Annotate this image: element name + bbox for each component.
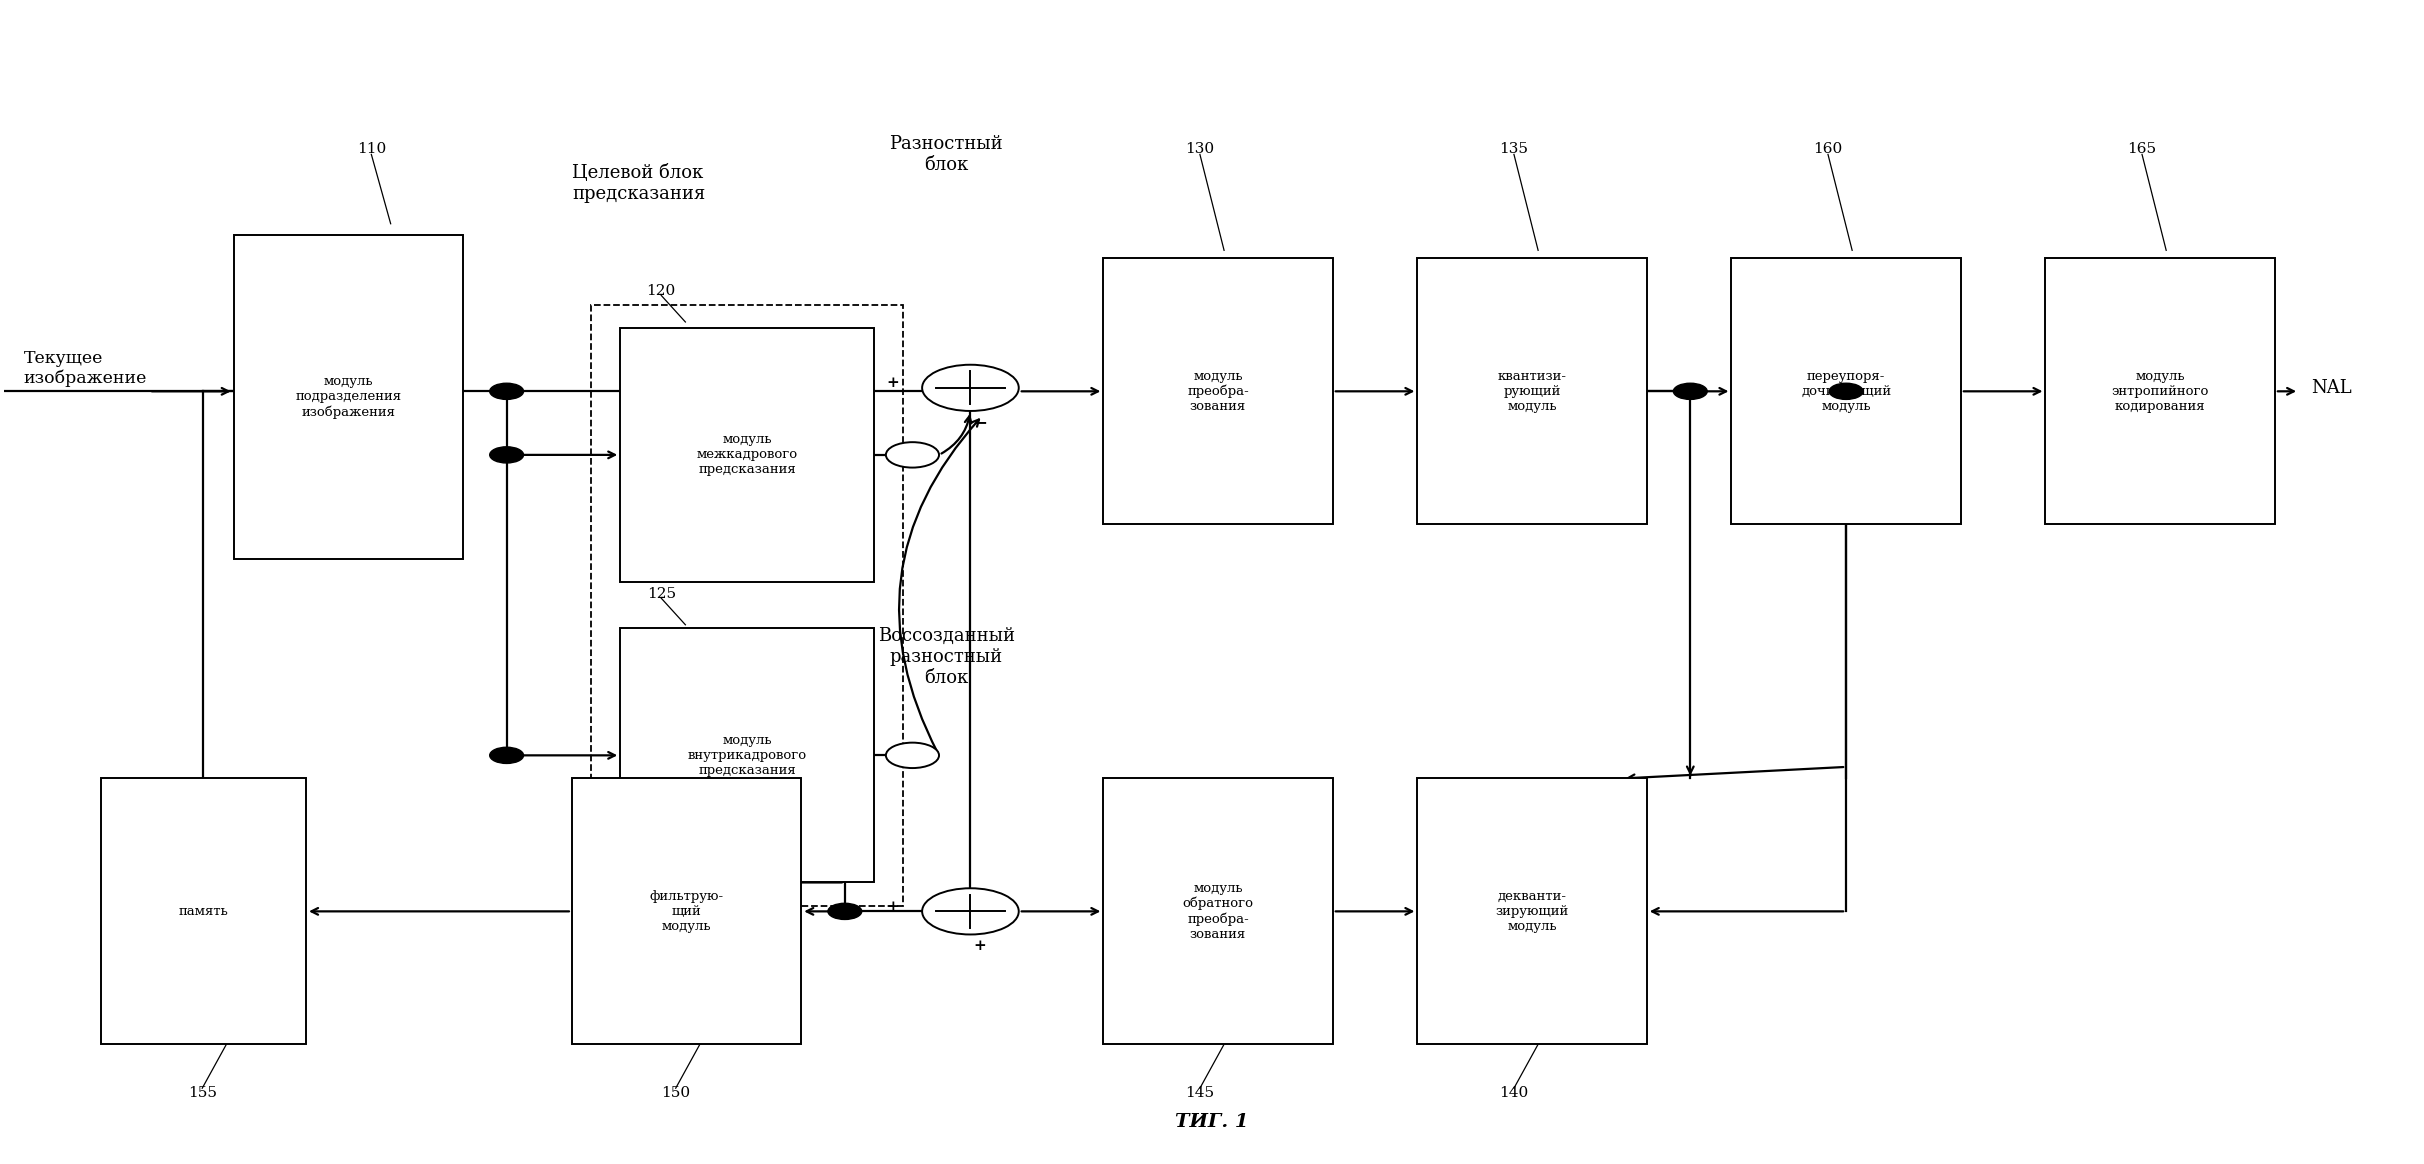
Circle shape bbox=[829, 903, 861, 920]
FancyBboxPatch shape bbox=[1418, 258, 1646, 524]
Text: 125: 125 bbox=[647, 587, 676, 601]
FancyBboxPatch shape bbox=[1418, 779, 1646, 1044]
FancyBboxPatch shape bbox=[621, 328, 873, 582]
Text: переупоря-
дочивающий
модуль: переупоря- дочивающий модуль bbox=[1801, 370, 1891, 413]
FancyBboxPatch shape bbox=[2046, 258, 2274, 524]
Text: 130: 130 bbox=[1185, 142, 1214, 156]
Text: +: + bbox=[887, 900, 899, 914]
Text: Воссозданный
разностный
блок: Воссозданный разностный блок bbox=[877, 627, 1016, 687]
Text: квантизи-
рующий
модуль: квантизи- рующий модуль bbox=[1498, 370, 1566, 413]
Text: модуль
внутрикадрового
предсказания: модуль внутрикадрового предсказания bbox=[688, 733, 807, 776]
Text: +: + bbox=[974, 939, 987, 953]
Circle shape bbox=[490, 383, 524, 399]
FancyBboxPatch shape bbox=[1103, 258, 1333, 524]
Circle shape bbox=[1673, 383, 1706, 399]
Text: память: память bbox=[179, 904, 228, 918]
Text: 110: 110 bbox=[356, 142, 385, 156]
Circle shape bbox=[921, 888, 1018, 935]
Circle shape bbox=[885, 743, 938, 768]
Text: 135: 135 bbox=[1500, 142, 1530, 156]
Circle shape bbox=[490, 747, 524, 764]
Text: 140: 140 bbox=[1500, 1086, 1530, 1100]
FancyBboxPatch shape bbox=[1731, 258, 1961, 524]
Text: NAL: NAL bbox=[2310, 378, 2351, 397]
Circle shape bbox=[1830, 383, 1864, 399]
Text: 120: 120 bbox=[647, 284, 676, 298]
Text: модуль
межкадрового
предсказания: модуль межкадрового предсказания bbox=[696, 433, 797, 476]
Text: 150: 150 bbox=[662, 1086, 691, 1100]
Text: фильтрую-
щий
модуль: фильтрую- щий модуль bbox=[650, 889, 725, 932]
FancyBboxPatch shape bbox=[233, 235, 463, 559]
Text: −: − bbox=[972, 414, 987, 431]
Text: 160: 160 bbox=[1813, 142, 1842, 156]
FancyBboxPatch shape bbox=[621, 629, 873, 882]
Text: 155: 155 bbox=[187, 1086, 216, 1100]
FancyBboxPatch shape bbox=[102, 779, 305, 1044]
Text: модуль
энтропийного
кодирования: модуль энтропийного кодирования bbox=[2111, 370, 2208, 413]
Text: ΤИГ. 1: ΤИГ. 1 bbox=[1176, 1113, 1248, 1131]
Circle shape bbox=[490, 447, 524, 463]
Text: 165: 165 bbox=[2128, 142, 2157, 156]
Circle shape bbox=[885, 442, 938, 468]
FancyBboxPatch shape bbox=[572, 779, 802, 1044]
FancyBboxPatch shape bbox=[1103, 779, 1333, 1044]
Circle shape bbox=[921, 364, 1018, 411]
Text: модуль
обратного
преобра-
зования: модуль обратного преобра- зования bbox=[1183, 882, 1253, 941]
Text: +: + bbox=[887, 376, 899, 390]
Text: Разностный
блок: Разностный блок bbox=[890, 135, 1004, 173]
Text: Текущее
изображение: Текущее изображение bbox=[24, 349, 148, 386]
Text: декванти-
зирующий
модуль: декванти- зирующий модуль bbox=[1496, 889, 1568, 932]
Text: модуль
подразделения
изображения: модуль подразделения изображения bbox=[296, 375, 402, 419]
Text: 145: 145 bbox=[1185, 1086, 1214, 1100]
Text: модуль
преобра-
зования: модуль преобра- зования bbox=[1188, 369, 1248, 413]
Text: Целевой блок
предсказания: Целевой блок предсказания bbox=[572, 164, 705, 203]
